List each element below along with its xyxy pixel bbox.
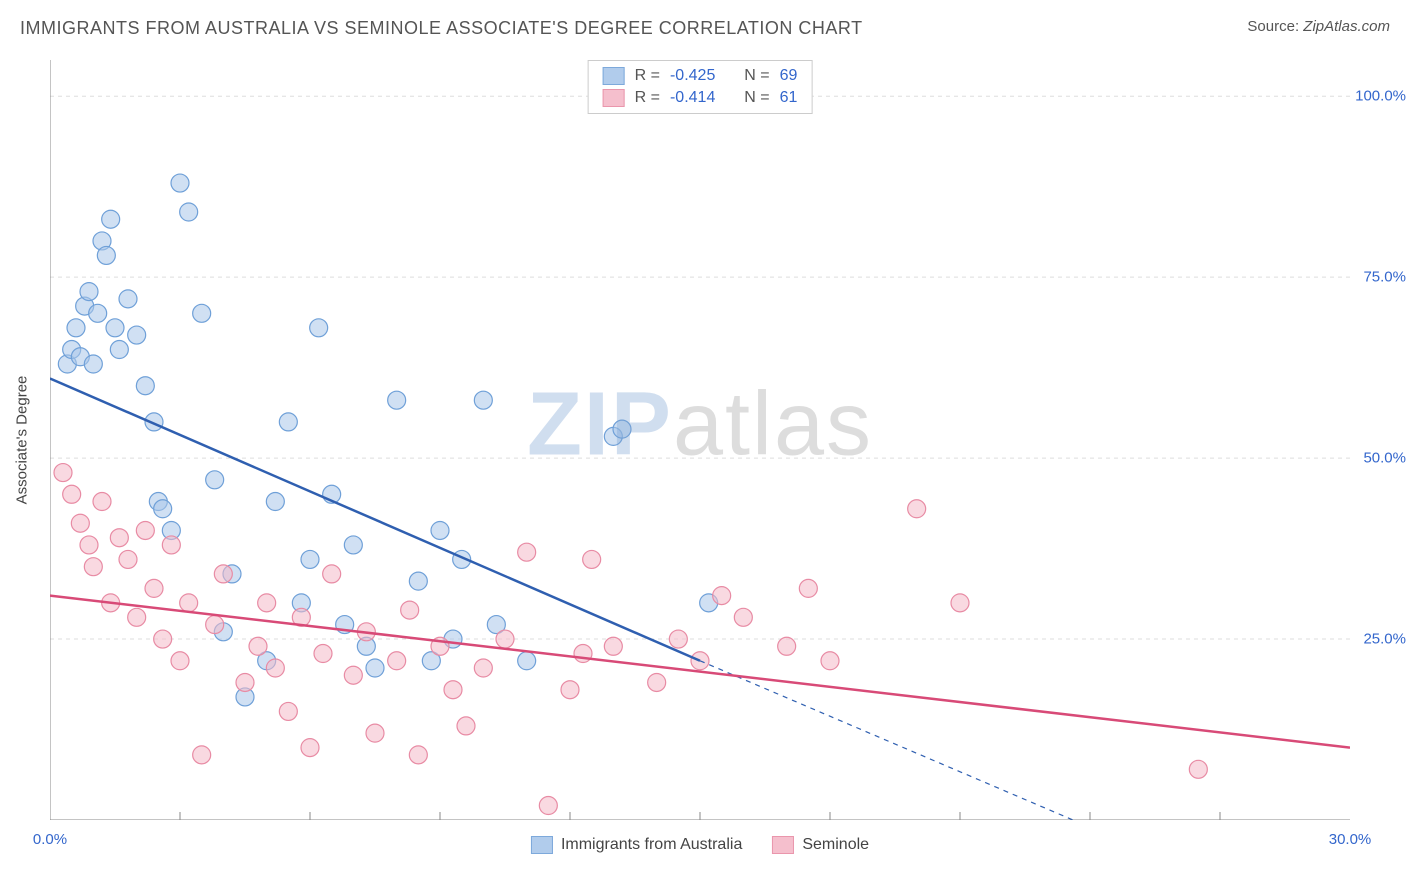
y-tick-label: 25.0%: [1363, 631, 1406, 648]
stats-row-seminole: R = -0.414 N = 61: [603, 87, 798, 109]
swatch-australia: [603, 67, 625, 85]
legend-item-seminole: Seminole: [772, 836, 869, 854]
y-tick-label: 75.0%: [1363, 269, 1406, 286]
r-label: R =: [635, 67, 660, 85]
source-name: ZipAtlas.com: [1303, 18, 1390, 35]
x-tick-label: 0.0%: [33, 831, 67, 848]
legend-swatch-australia: [531, 836, 553, 854]
source-attribution: Source: ZipAtlas.com: [1247, 18, 1390, 35]
r-label: R =: [635, 89, 660, 107]
r-value-australia: -0.425: [670, 67, 715, 85]
y-tick-label: 50.0%: [1363, 450, 1406, 467]
source-label: Source:: [1247, 18, 1299, 35]
n-value-australia: 69: [780, 67, 798, 85]
r-value-seminole: -0.414: [670, 89, 715, 107]
y-tick-label: 100.0%: [1355, 88, 1406, 105]
y-axis-label: Associate's Degree: [14, 376, 31, 505]
stats-box: R = -0.425 N = 69 R = -0.414 N = 61: [588, 60, 813, 114]
legend-label-australia: Immigrants from Australia: [561, 836, 742, 854]
chart-title: IMMIGRANTS FROM AUSTRALIA VS SEMINOLE AS…: [20, 18, 863, 39]
legend-swatch-seminole: [772, 836, 794, 854]
swatch-seminole: [603, 89, 625, 107]
n-value-seminole: 61: [780, 89, 798, 107]
n-label: N =: [744, 67, 769, 85]
legend-item-australia: Immigrants from Australia: [531, 836, 742, 854]
x-tick-label: 30.0%: [1329, 831, 1372, 848]
n-label: N =: [744, 89, 769, 107]
chart-svg: [50, 60, 1350, 820]
plot-area: Associate's Degree ZIPatlas R = -0.425 N…: [50, 60, 1350, 820]
stats-row-australia: R = -0.425 N = 69: [603, 65, 798, 87]
legend-label-seminole: Seminole: [802, 836, 869, 854]
bottom-legend: Immigrants from Australia Seminole: [531, 836, 869, 854]
